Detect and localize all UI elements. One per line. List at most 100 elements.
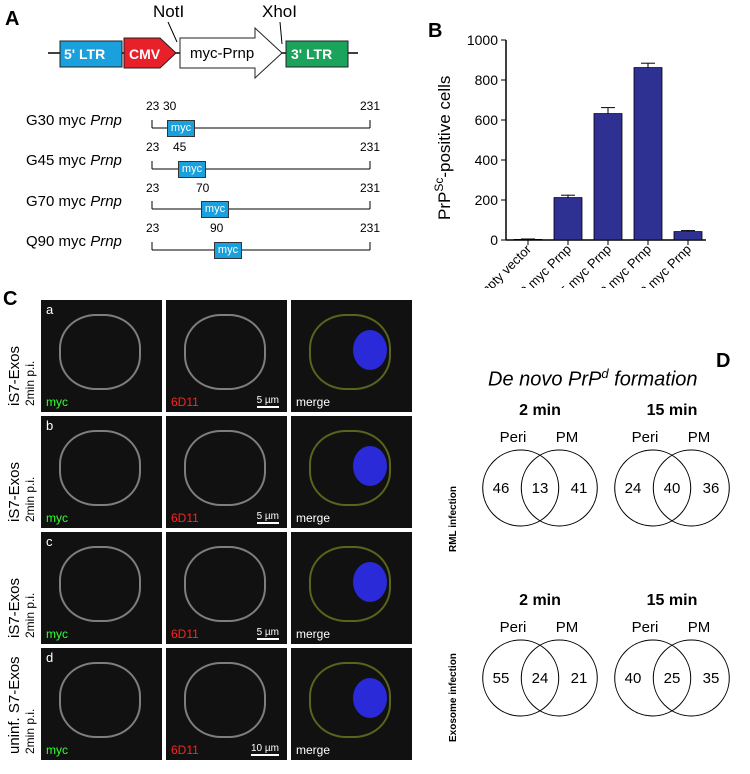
channel-label: myc — [46, 627, 68, 641]
venn-pm-label: PM — [556, 429, 579, 446]
venn-side-exosome: Exosome infection — [448, 653, 459, 742]
channel-label: myc — [46, 511, 68, 525]
bar — [553, 197, 583, 241]
q90-pos: 90 — [210, 221, 224, 235]
venn-pm-label: PM — [688, 429, 711, 446]
micrograph-letter: c — [46, 534, 53, 549]
venn-time-label: 15 min — [647, 592, 698, 609]
venn-right-count: 36 — [703, 480, 720, 497]
venn-right-count: 41 — [571, 480, 588, 497]
ltr5-box — [59, 40, 123, 68]
scale-bar: 5 µm — [256, 511, 279, 524]
channel-label: 6D11 — [171, 743, 199, 757]
panel-b-letter: B — [428, 20, 443, 42]
micrograph-a-merge: merge — [291, 300, 412, 412]
g30-pos: 30 — [163, 99, 177, 113]
venn-circle-pm — [520, 449, 598, 527]
venn-left-count: 55 — [493, 670, 510, 687]
q90-start: 23 — [146, 221, 160, 235]
g30-myc-tag: myc — [167, 120, 195, 137]
channel-label: merge — [296, 627, 331, 641]
g70-myc-tag: myc — [201, 201, 229, 218]
g45-end: 231 — [360, 140, 381, 154]
panel-c-letter: C — [3, 288, 18, 310]
venn-mid-count: 25 — [664, 670, 681, 687]
insert-arrow — [179, 26, 283, 80]
q90-myc-tag: myc — [214, 242, 242, 259]
channel-label: merge — [296, 395, 331, 409]
ltr5-label: 5' LTR — [64, 46, 106, 62]
venn-right-count: 35 — [703, 670, 720, 687]
venn-time-label: 2 min — [519, 402, 561, 419]
venn-title: De novo PrPd formation — [488, 366, 698, 391]
g45-start: 23 — [146, 140, 160, 154]
channel-label: myc — [46, 395, 68, 409]
venn-circle-pm — [520, 639, 598, 717]
venn-mid-count: 24 — [532, 670, 549, 687]
venn-mid-count: 40 — [664, 480, 681, 497]
venn-pm-label: PM — [556, 619, 579, 636]
venn-circle-pm — [652, 639, 730, 717]
venn-left-count: 46 — [493, 480, 510, 497]
g70-start: 23 — [146, 181, 160, 195]
venn-mid-count: 13 — [532, 480, 549, 497]
y-tick-label: 0 — [490, 232, 498, 248]
microscopy-row-label: uninf. S7-Exos 2min p.i. — [6, 656, 37, 754]
micrograph-letter: b — [46, 418, 54, 433]
channel-label: merge — [296, 743, 331, 757]
micrograph-d-merge: merge — [291, 648, 412, 760]
bar — [633, 67, 663, 241]
venn-left-count: 40 — [625, 670, 642, 687]
xhoi-label: XhoI — [262, 2, 297, 21]
micrograph-c-merge: merge — [291, 532, 412, 644]
scale-bar: 10 µm — [251, 743, 279, 756]
micrograph-b-myc: b myc — [41, 416, 162, 528]
venn-time-label: 15 min — [647, 402, 698, 419]
construct-label-g30: G30 myc Prnp — [26, 112, 122, 129]
venn-circle-pm — [652, 449, 730, 527]
venn-time-label: 2 min — [519, 592, 561, 609]
micrograph-letter: d — [46, 650, 54, 665]
venn-peri-label: Peri — [500, 429, 527, 446]
channel-label: myc — [46, 743, 68, 757]
scale-bar: 5 µm — [256, 627, 279, 640]
y-tick-label: 600 — [475, 112, 499, 128]
channel-label: 6D11 — [171, 627, 199, 641]
panel-a-letter: A — [5, 8, 20, 30]
venn-circle-peri — [482, 639, 560, 717]
y-tick-label: 400 — [475, 152, 499, 168]
channel-label: merge — [296, 511, 331, 525]
micrograph-d-ab: 6D11 10 µm — [166, 648, 287, 760]
venn-right-count: 21 — [571, 670, 588, 687]
venn-left-count: 24 — [625, 480, 642, 497]
micrograph-d-myc: d myc — [41, 648, 162, 760]
venn-peri-label: Peri — [632, 619, 659, 636]
micrograph-c-myc: c myc — [41, 532, 162, 644]
g45-pos: 45 — [173, 140, 187, 154]
microscopy-row-label: iS7-Exos 2min p.i. — [6, 345, 37, 406]
g45-myc-tag: myc — [178, 161, 206, 178]
venn-pm-label: PM — [688, 619, 711, 636]
bar — [673, 231, 703, 241]
micrograph-a-myc: a myc — [41, 300, 162, 412]
scale-bar: 5 µm — [256, 395, 279, 408]
y-tick-label: 1000 — [467, 32, 498, 48]
cmv-arrow — [123, 37, 177, 69]
venn-peri-label: Peri — [632, 429, 659, 446]
channel-label: 6D11 — [171, 511, 199, 525]
y-tick-label: 200 — [475, 192, 499, 208]
ltr3-box — [285, 40, 349, 68]
construct-label-g70: G70 myc Prnp — [26, 193, 122, 210]
insert-label: myc-Prnp — [190, 45, 255, 62]
g30-start: 23 — [146, 99, 160, 113]
panel-d-letter: D — [716, 350, 731, 372]
venn-peri-label: Peri — [500, 619, 527, 636]
micrograph-b-merge: merge — [291, 416, 412, 528]
construct-label-q90: Q90 myc Prnp — [26, 233, 122, 250]
micrograph-b-ab: 6D11 5 µm — [166, 416, 287, 528]
noti-label: NotI — [153, 2, 185, 21]
g30-end: 231 — [360, 99, 381, 113]
channel-label: 6D11 — [171, 395, 199, 409]
q90-end: 231 — [360, 221, 381, 235]
